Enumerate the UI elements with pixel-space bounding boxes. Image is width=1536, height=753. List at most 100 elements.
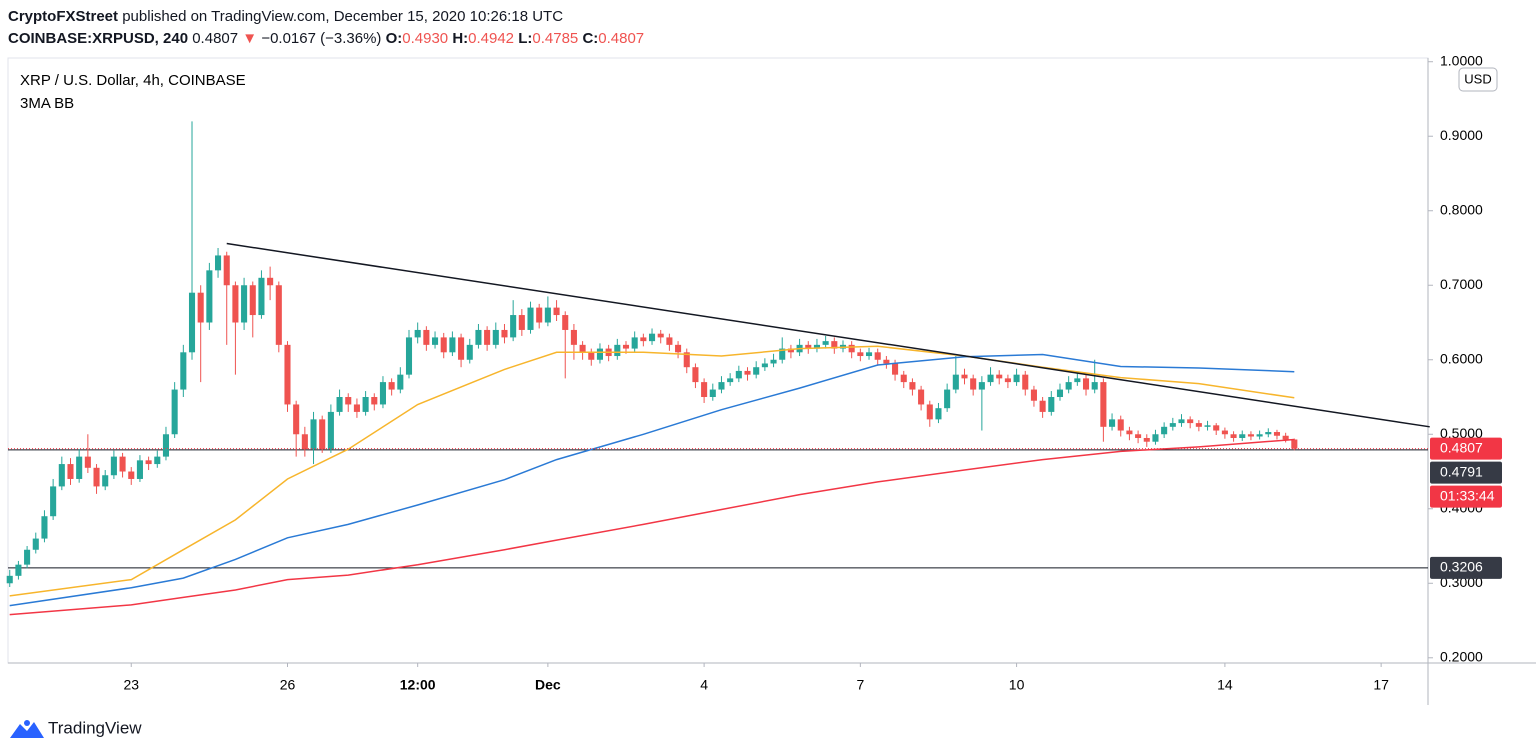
candle-body [1152,434,1159,442]
candle-body [449,337,456,353]
candle-body [67,464,74,479]
candle-body [171,389,178,435]
candle-body [440,337,447,353]
candle-body [15,564,22,576]
chart-title: XRP / U.S. Dollar, 4h, COINBASE [20,72,246,89]
candle-body [6,575,13,584]
candle-body [779,348,786,360]
candle-body [588,352,595,360]
last-price: 0.4807 [192,30,239,47]
candle-body [900,374,907,383]
candle-body [510,315,517,338]
candle-body [206,270,213,323]
candle-body [102,475,109,487]
candle-body [536,307,543,323]
candle-body [353,404,360,412]
candle-body [518,315,525,330]
candle-body [136,460,143,479]
candle-body [952,374,959,390]
candle-body [961,374,968,379]
candle-body [1004,378,1011,383]
candle-body [458,337,465,360]
candle-body [1213,425,1220,431]
symbol-line: COINBASE:XRPUSD, 240 0.4807 ▼ −0.0167 (−… [8,28,644,50]
change: −0.0167 (−3.36%) [261,30,382,47]
candle-body [492,329,499,345]
candle-body [1143,437,1150,442]
candle-body [249,285,256,316]
candle-body [848,344,855,353]
candle-body [1030,389,1037,401]
candle-body [466,344,473,360]
ohlc-value: 0.4930 [402,30,449,47]
candle-body [1221,430,1228,435]
candle-body [258,277,265,316]
currency: USD [1464,71,1491,86]
candle-body [727,378,734,383]
candle-body [1022,374,1029,390]
currency-box[interactable] [1458,67,1498,92]
candle-body [241,285,248,323]
candle-body [1056,389,1064,398]
candle-body [1074,378,1081,383]
candle-body [93,467,100,487]
candle-body [735,370,742,379]
candle-body [926,404,933,420]
candle-body [666,337,673,345]
candle-body [1256,434,1263,437]
y-tick-label: 0.9000 [1440,127,1483,143]
candle-body [1187,419,1194,424]
candle-body [484,329,491,345]
candle-body [1135,434,1142,438]
candle-body [709,389,716,398]
candle-body [310,419,317,450]
candle-body [978,382,985,390]
candle-body [345,397,352,405]
candle-body [1065,382,1072,390]
moving-average [9,438,1295,616]
candle-body [857,352,864,357]
candle-body [154,456,161,465]
candle-body [787,348,794,353]
candle-body [544,307,551,323]
ohlc-value: 0.4785 [532,30,579,47]
candle-body [683,352,690,368]
ohlc-key: C: [582,30,599,47]
x-tick-label: 4 [700,677,708,693]
candle-body [570,329,577,345]
candle-body [119,456,126,472]
y-tick-label: 0.6000 [1440,350,1483,366]
candle-body [1291,439,1298,449]
candle-body [301,434,308,450]
candle-body [1117,419,1124,431]
candle-body [397,374,404,390]
candle-body [319,419,326,450]
candle-body [362,397,369,412]
candle-body [614,344,621,357]
x-tick-label: 26 [280,677,296,693]
countdown-label: 01:33:44 [1440,487,1495,503]
last-price-label: 0.4807 [1440,439,1483,455]
candle-body [293,404,300,435]
candle-body [432,337,439,345]
candle-body [813,344,820,349]
candle-body [145,460,152,465]
y-tick-label: 0.8000 [1440,201,1483,217]
candle-body [58,464,65,487]
candle-body [579,344,586,353]
y-tick-label: 1.0000 [1440,52,1483,68]
candle-body [379,382,387,405]
candle-body [1126,430,1133,435]
symbol: COINBASE:XRPUSD, 240 [8,30,189,47]
trend-line [226,242,1430,428]
plot-frame [7,57,1429,664]
ohlc-key: H: [452,30,469,47]
candle-body [744,370,751,375]
x-tick-label: 14 [1217,677,1233,693]
candle-body [41,516,48,539]
candle-body [405,337,413,375]
ohlc-key: L: [518,30,533,47]
last-price-label-box [1430,437,1502,460]
candle-body [753,367,760,375]
